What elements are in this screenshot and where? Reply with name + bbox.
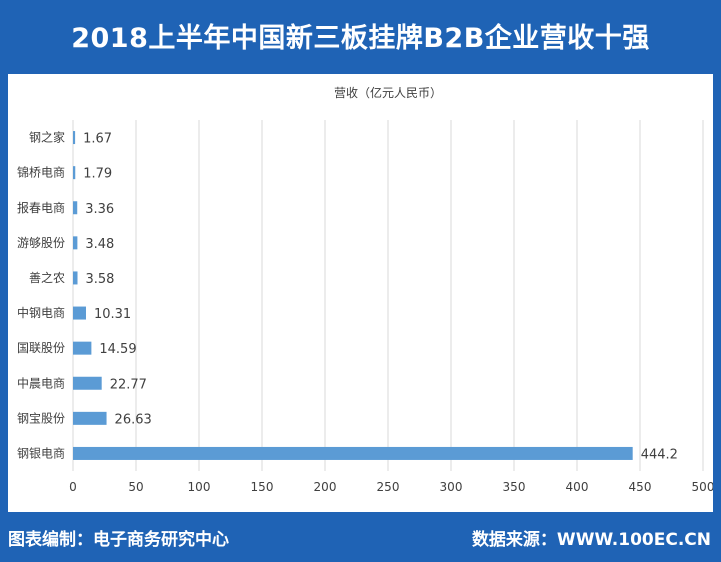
x-tick-label: 200 bbox=[314, 480, 337, 494]
x-tick-label: 100 bbox=[188, 480, 211, 494]
title-bar: 2018上半年中国新三板挂牌B2B企业营收十强 bbox=[0, 0, 721, 70]
value-label: 3.48 bbox=[85, 237, 114, 252]
page-title: 2018上半年中国新三板挂牌B2B企业营收十强 bbox=[71, 22, 650, 54]
x-tick-label: 450 bbox=[629, 480, 652, 494]
category-label: 钢宝股份 bbox=[17, 411, 65, 425]
category-label: 报春电商 bbox=[17, 200, 65, 215]
bar bbox=[73, 306, 86, 320]
x-tick-label: 50 bbox=[128, 480, 143, 494]
x-tick-label: 350 bbox=[503, 480, 526, 494]
footer-source: 数据来源：WWW.100EC.CN bbox=[471, 530, 711, 550]
bar bbox=[73, 411, 107, 425]
x-tick-label: 150 bbox=[251, 480, 274, 494]
category-label: 游够股份 bbox=[17, 236, 65, 250]
bar-chart: 营收（亿元人民币） 0 50 100 150 200 250 300 350 400 450 500 钢… bbox=[17, 85, 714, 494]
bar bbox=[73, 166, 76, 180]
value-label: 1.79 bbox=[83, 167, 112, 182]
category-label: 钢之家 bbox=[29, 130, 65, 145]
category-label: 善之农 bbox=[29, 270, 65, 285]
value-label: 26.63 bbox=[115, 412, 152, 427]
value-label: 10.31 bbox=[94, 307, 131, 322]
category-label: 中钢电商 bbox=[17, 305, 65, 320]
category-label: 钢银电商 bbox=[17, 445, 65, 460]
value-label: 22.77 bbox=[110, 377, 147, 392]
bar bbox=[73, 201, 78, 215]
chart-title: 营收（亿元人民币） bbox=[334, 85, 442, 100]
bar bbox=[73, 271, 78, 285]
value-label: 3.58 bbox=[86, 272, 115, 287]
x-tick-label: 500 bbox=[692, 480, 713, 494]
bar bbox=[73, 131, 76, 145]
footer: 图表编制：电子商务研究中心 数据来源：WWW.100EC.CN bbox=[0, 512, 721, 562]
x-tick-label: 400 bbox=[566, 480, 589, 494]
bar bbox=[73, 446, 633, 460]
x-tick-label: 250 bbox=[377, 480, 400, 494]
bar bbox=[73, 376, 102, 390]
chart-panel: 营收（亿元人民币） 0 50 100 150 200 250 300 350 400 450 500 钢… bbox=[8, 74, 714, 512]
value-label: 3.36 bbox=[85, 202, 114, 217]
bar bbox=[73, 341, 92, 355]
category-label: 中晨电商 bbox=[17, 375, 65, 390]
footer-credit: 图表编制：电子商务研究中心 bbox=[8, 530, 229, 550]
x-tick-label: 300 bbox=[440, 480, 463, 494]
value-label: 444.2 bbox=[641, 447, 678, 462]
x-tick-label: 0 bbox=[69, 480, 77, 494]
category-label: 锦桥电商 bbox=[17, 165, 65, 180]
category-label: 国联股份 bbox=[17, 341, 65, 355]
bar bbox=[73, 236, 78, 250]
value-label: 14.59 bbox=[99, 342, 136, 357]
value-label: 1.67 bbox=[83, 132, 112, 147]
